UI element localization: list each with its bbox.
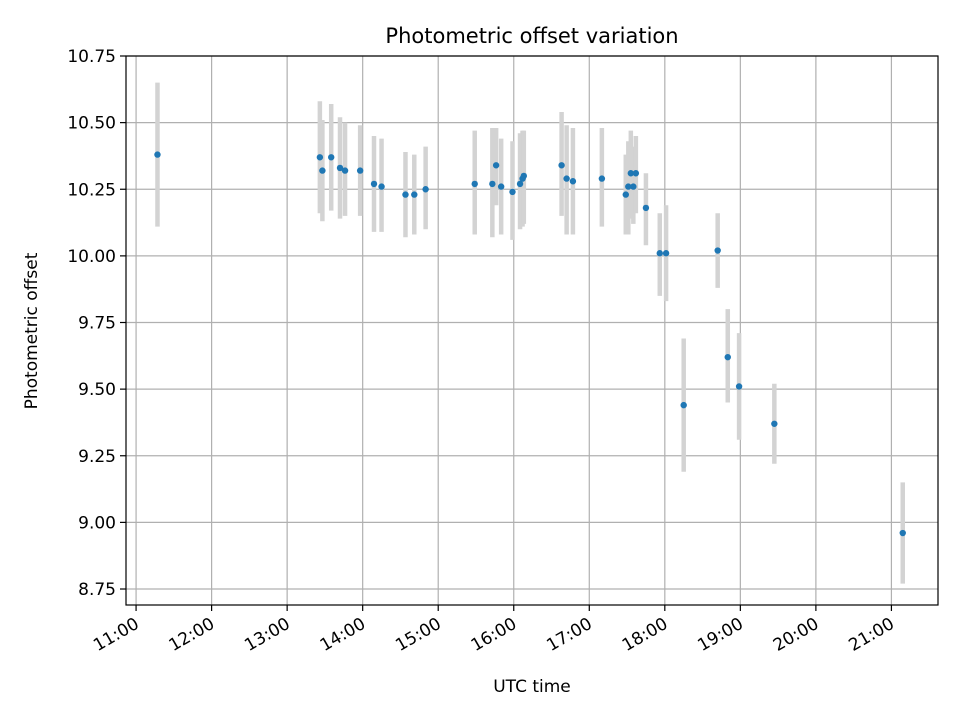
data-point [319, 167, 326, 174]
plot-frame [125, 55, 939, 606]
data-point [492, 162, 500, 169]
data-point [154, 151, 161, 158]
data-point [378, 183, 385, 190]
data-point [328, 154, 335, 161]
data-point [662, 250, 670, 257]
data-point [497, 183, 505, 190]
data-point [627, 170, 635, 177]
data-point [336, 164, 344, 172]
data-point [569, 178, 577, 185]
data-point [422, 186, 429, 193]
data-point [632, 170, 640, 177]
y-axis-title: Photometric offset [22, 252, 42, 409]
data-point [411, 191, 418, 198]
x-axis-title: UTC time [493, 677, 571, 697]
data-point [899, 529, 906, 537]
data-point [656, 250, 663, 257]
y-tick-label: 9.50 [78, 380, 116, 400]
y-tick-label: 10.00 [67, 247, 116, 267]
data-point [509, 188, 516, 196]
data-point [402, 191, 409, 198]
chart-title: Photometric offset variation [385, 24, 678, 48]
data-point [642, 204, 650, 212]
data-point [341, 167, 349, 174]
data-point [771, 420, 778, 427]
y-tick-label: 9.75 [78, 314, 116, 334]
data-point [471, 180, 478, 188]
y-tick-label: 10.50 [67, 114, 116, 134]
data-point [316, 154, 324, 161]
data-point [714, 247, 721, 254]
y-tick-label: 9.25 [78, 447, 116, 467]
data-point [724, 353, 731, 361]
data-point [598, 175, 606, 182]
data-points [154, 151, 906, 537]
data-point [630, 183, 637, 190]
data-point [625, 183, 632, 190]
data-point [520, 172, 528, 180]
y-tick-label: 10.75 [67, 47, 116, 67]
y-axis-ticks: 8.75 9.00 9.25 9.50 9.75 10.00 10.25 10.50 10.75 [67, 47, 126, 600]
y-tick-label: 9.00 [78, 513, 116, 533]
data-point [489, 180, 496, 188]
data-point [516, 180, 524, 188]
data-point [622, 191, 629, 198]
data-point [370, 180, 378, 188]
y-tick-label: 10.25 [67, 180, 116, 200]
y-tick-label: 8.75 [78, 580, 116, 600]
data-point [356, 167, 364, 174]
data-point [563, 175, 570, 182]
data-point [558, 162, 565, 169]
data-point [735, 383, 743, 390]
data-point [680, 401, 687, 409]
